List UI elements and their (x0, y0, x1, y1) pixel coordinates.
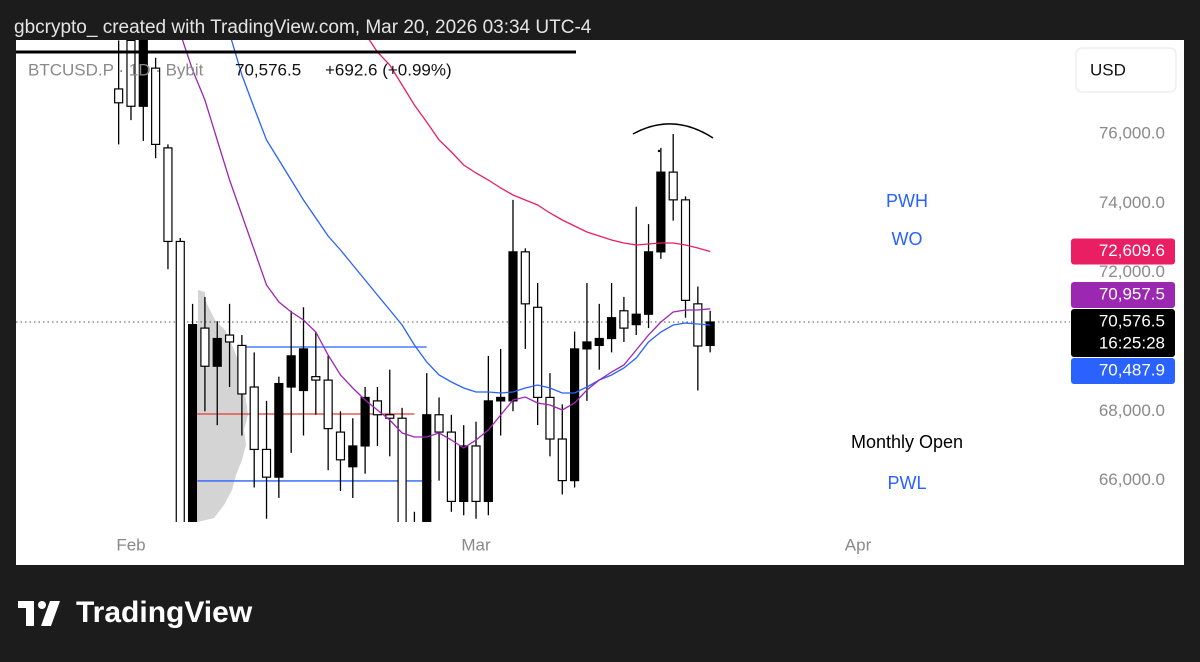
volume-profile (198, 290, 248, 522)
logo-part (38, 601, 46, 609)
candle-body (582, 341, 592, 350)
symbol-label: BTCUSD.P · 1D · Bybit (28, 60, 204, 79)
legend-price: 70,576.5 (235, 60, 301, 79)
candle-body (187, 324, 198, 522)
level-annotation: PWH (886, 191, 928, 211)
candle-body (508, 251, 518, 402)
candle-body (175, 240, 185, 522)
candle-body (151, 67, 161, 145)
y-tick-label: 74,000.0 (1099, 193, 1165, 212)
candle-body (533, 306, 543, 399)
candle-body (372, 400, 383, 416)
moving-average-line (230, 40, 711, 394)
candle-body (434, 414, 444, 433)
candle-body (483, 400, 493, 503)
candle-body (286, 355, 296, 388)
candle-body (496, 396, 506, 402)
candle-body (126, 40, 136, 107)
candle-body (422, 414, 432, 522)
y-tick-label: 76,000.0 (1099, 123, 1165, 142)
candle-body (224, 334, 235, 343)
plot-layer (16, 40, 1070, 522)
candle-body (656, 171, 666, 253)
candle-body (298, 348, 309, 392)
candle-body (545, 396, 555, 440)
candle-body (459, 445, 469, 503)
candle-body (680, 199, 691, 301)
header-text: gbcrypto_ created with TradingView.com, … (14, 17, 592, 38)
level-annotation: WO (892, 229, 923, 249)
candle-body (261, 448, 272, 478)
candle-body (606, 317, 617, 340)
y-tick-label: 68,000.0 (1099, 401, 1165, 420)
candle-body (237, 344, 247, 395)
candle-body (520, 251, 530, 305)
candle-body (212, 337, 222, 367)
candle-body (471, 445, 481, 503)
price-badge (1071, 238, 1175, 265)
footer-logo: TradingView (18, 596, 253, 629)
moving-average-line (368, 40, 711, 253)
price-badge (1071, 308, 1175, 357)
candle-body (114, 88, 124, 104)
candle-body (274, 382, 284, 478)
candle-body (348, 445, 358, 468)
logo-part (26, 601, 34, 626)
candle-body (335, 431, 346, 461)
price-badge-label: 72,609.6 (1099, 241, 1165, 260)
currency-button[interactable] (1075, 47, 1177, 93)
candle-body (705, 321, 715, 347)
candle-body (163, 147, 173, 243)
candle-body (631, 313, 641, 326)
arc-drawing (632, 123, 714, 139)
candle-body (446, 431, 456, 503)
price-badge (1071, 281, 1175, 308)
candle-body (323, 379, 333, 430)
moving-average-line (181, 40, 711, 449)
candle-body (249, 386, 259, 451)
candle-body (397, 417, 407, 522)
candle-body (570, 348, 580, 482)
axis-layer: Feb Mar Apr 66,000.0 68,000.0 72,000.0 74,000.… (116, 123, 1175, 554)
candle-body (643, 251, 654, 315)
candle-body (200, 327, 210, 367)
level-annotation: PWL (887, 473, 926, 493)
price-badge (1071, 357, 1175, 384)
plot (16, 40, 1070, 522)
dot-drawing (657, 149, 661, 153)
countdown-label: 16:25:28 (1099, 333, 1165, 352)
price-badge-label: 70,957.5 (1099, 284, 1165, 303)
candle-body (360, 396, 370, 447)
currency-label[interactable]: USD (1090, 60, 1126, 79)
y-tick-label: 72,000.0 (1099, 262, 1165, 281)
candle-body (311, 376, 321, 381)
price-badge-label: 70,576.5 (1099, 311, 1165, 330)
logo-part (41, 601, 60, 626)
candle-body (668, 171, 678, 201)
candle-body (594, 337, 604, 347)
y-tick-label: 66,000.0 (1099, 470, 1165, 489)
x-tick-label: Mar (461, 535, 491, 554)
candle-body (138, 40, 148, 107)
legend-change: +692.6 (+0.99%) (325, 60, 452, 79)
candle-body (619, 310, 629, 329)
price-badge-label: 70,487.9 (1099, 360, 1165, 379)
x-tick-label: Feb (116, 535, 145, 554)
candle-body (557, 438, 567, 482)
x-tick-label: Apr (845, 535, 872, 554)
brand-name: TradingView (76, 596, 253, 629)
level-annotation: Monthly Open (851, 432, 963, 452)
